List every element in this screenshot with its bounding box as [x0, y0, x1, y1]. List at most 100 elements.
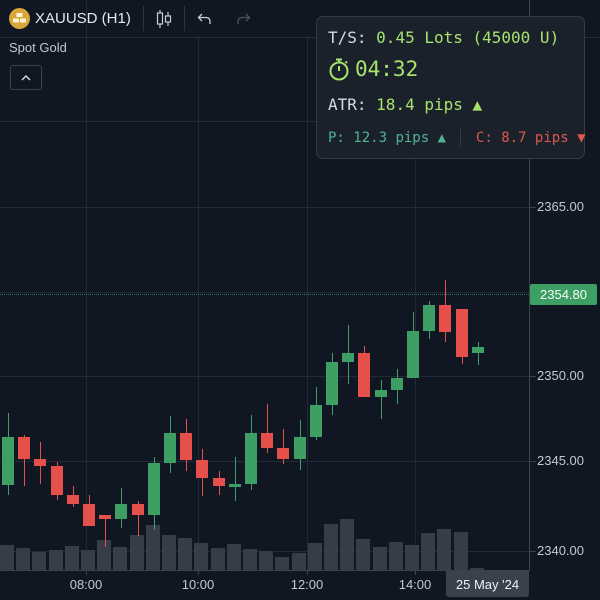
collapse-legend-button[interactable] — [10, 65, 42, 90]
candle-up[interactable] — [309, 405, 322, 437]
undo-icon — [197, 13, 211, 24]
candle-up[interactable] — [390, 377, 403, 390]
candle-down[interactable] — [212, 478, 225, 487]
undo-button[interactable] — [192, 6, 218, 32]
candle-down[interactable] — [131, 504, 144, 516]
cost-value: 8.7 pips — [501, 130, 569, 146]
trade-size-value: 0.45 Lots (45000 U) — [376, 28, 560, 47]
candle-up[interactable] — [293, 436, 306, 459]
atr-row: ATR: 18.4 pips ▲ — [328, 95, 482, 114]
trade-size-label: T/S: — [328, 28, 367, 47]
timer-row: 04:32 — [328, 57, 418, 81]
candle-down[interactable] — [180, 432, 193, 461]
price-axis[interactable] — [529, 0, 530, 570]
gridline — [307, 38, 308, 570]
candle-up[interactable] — [147, 462, 160, 516]
price-tick — [530, 376, 536, 377]
candlestick-chart-icon — [156, 10, 172, 28]
volume-bar — [81, 550, 95, 570]
volume-bar — [259, 551, 274, 570]
volume-bar — [437, 528, 452, 570]
candle-down[interactable] — [18, 436, 31, 459]
divider — [143, 6, 144, 31]
atr-value: 18.4 pips — [376, 95, 463, 114]
candle-wick — [105, 515, 107, 547]
volume-bar — [194, 543, 209, 570]
volume-bar — [48, 550, 63, 570]
candle-up[interactable] — [471, 347, 484, 353]
candle-down[interactable] — [66, 494, 79, 505]
candle-wick — [24, 435, 26, 487]
candle-up[interactable] — [245, 432, 257, 484]
candle-down[interactable] — [99, 515, 112, 520]
trade-size-row: T/S: 0.45 Lots (45000 U) — [328, 28, 559, 47]
candle-up[interactable] — [326, 362, 338, 406]
divider — [184, 6, 185, 31]
time-label: 14:00 — [398, 577, 432, 592]
candle-wick — [380, 380, 382, 419]
symbol-description: Spot Gold — [9, 40, 67, 55]
chart-type-button[interactable] — [151, 6, 177, 32]
candle-up[interactable] — [2, 436, 14, 485]
candle-up[interactable] — [115, 504, 128, 520]
triangle-up-icon: ▲ — [437, 130, 447, 146]
candle-down[interactable] — [50, 465, 63, 495]
candle-up[interactable] — [164, 432, 176, 463]
price-label: 2350.00 — [537, 368, 584, 383]
current-price-line — [0, 294, 529, 295]
trade-info-panel: T/S: 0.45 Lots (45000 U) 04:32 ATR: 18.4… — [316, 16, 586, 159]
symbol-title[interactable]: XAUUSD (H1) — [35, 10, 131, 27]
price-label: 2365.00 — [537, 199, 584, 214]
volume-bar — [291, 552, 306, 570]
crosshair-date-badge: 25 May '24 — [446, 571, 529, 597]
candle-up[interactable] — [342, 352, 355, 363]
gridline — [0, 207, 529, 208]
volume-bar — [324, 524, 338, 570]
candle-wick — [267, 403, 269, 454]
volume-bar — [145, 525, 160, 570]
gridline — [86, 0, 87, 570]
volume-bar — [97, 540, 112, 570]
candle-up[interactable] — [423, 304, 436, 331]
candle-down[interactable] — [277, 447, 290, 459]
candle-down[interactable] — [196, 460, 209, 479]
gridline — [0, 121, 529, 122]
candle-down[interactable] — [455, 308, 468, 357]
gridline — [198, 38, 199, 570]
candle-up[interactable] — [228, 483, 241, 487]
volume-bar — [356, 538, 371, 570]
candle-down[interactable] — [34, 458, 47, 466]
chevron-up-icon — [21, 74, 31, 80]
divider — [460, 129, 462, 147]
stopwatch-icon — [329, 58, 349, 81]
candle-down[interactable] — [83, 504, 95, 527]
profit-value: 12.3 pips — [353, 130, 430, 146]
candle-down[interactable] — [261, 432, 274, 448]
volume-bar — [275, 557, 290, 570]
time-tick — [415, 570, 416, 575]
gridline — [0, 376, 529, 377]
time-axis[interactable] — [0, 570, 530, 571]
triangle-up-icon: ▲ — [472, 95, 483, 114]
volume-bar — [16, 547, 31, 570]
atr-label: ATR: — [328, 95, 367, 114]
price-label: 2340.00 — [537, 543, 584, 558]
price-tick — [530, 551, 536, 552]
time-tick — [86, 570, 87, 575]
chart-header: XAUUSD (H1) — [0, 0, 600, 38]
volume-bar — [129, 534, 144, 570]
gridline — [415, 38, 416, 570]
volume-bar — [113, 546, 128, 570]
gridline — [0, 461, 529, 462]
redo-button[interactable] — [230, 6, 256, 32]
candle-wick — [137, 501, 139, 536]
candle-down[interactable] — [358, 352, 371, 397]
time-tick — [198, 570, 199, 575]
candle-up[interactable] — [374, 390, 387, 397]
candle-up[interactable] — [407, 330, 419, 378]
volume-bar — [469, 568, 484, 570]
profit-cost-row: P: 12.3 pips ▲ C: 8.7 pips ▼ — [328, 129, 586, 147]
candle-down[interactable] — [439, 304, 452, 333]
volume-bar — [405, 544, 419, 570]
price-label: 2345.00 — [537, 453, 584, 468]
